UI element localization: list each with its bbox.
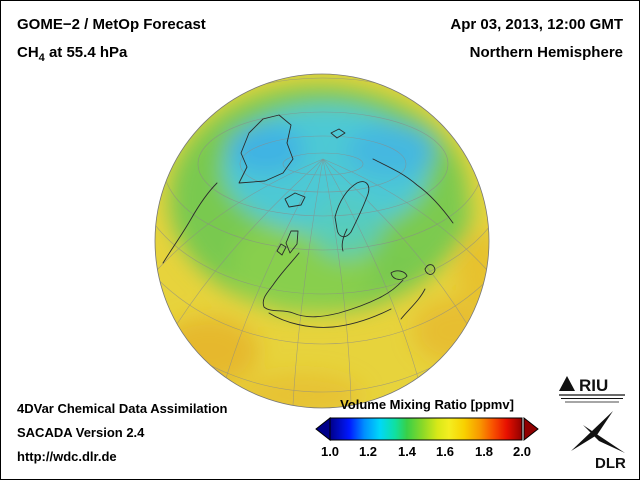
colorbar: Volume Mixing Ratio [ppmv] — [315, 397, 539, 460]
dlr-logo-text: DLR — [595, 455, 626, 471]
dlr-logo-icon: DLR — [571, 411, 626, 472]
species-subscript: 4 — [38, 52, 45, 64]
footer-credits: 4DVar Chemical Data Assimilation SACADA … — [17, 397, 228, 469]
coastlines — [162, 114, 454, 328]
title-line1: GOME−2 / MetOp Forecast — [17, 16, 206, 33]
riu-logo-icon: RIU — [559, 376, 625, 403]
level-text: at 55.4 hPa — [44, 44, 128, 61]
title-line2: CH4 at 55.4 hPa — [17, 39, 206, 72]
colorbar-tick: 1.0 — [320, 444, 340, 459]
colorbar-ticks: 1.0 1.2 1.4 1.6 1.8 2.0 — [315, 444, 539, 460]
riu-logo: RIU — [557, 371, 629, 410]
credit-line3: http://wdc.dlr.de — [17, 449, 117, 464]
colorbar-tick: 1.4 — [397, 444, 417, 459]
colorbar-title: Volume Mixing Ratio [ppmv] — [340, 397, 514, 412]
colorbar-tick: 2.0 — [512, 444, 532, 459]
datetime-text: Apr 03, 2013, 12:00 GMT — [450, 16, 623, 33]
riu-logo-text: RIU — [579, 376, 608, 395]
colorbar-right-arrow — [523, 416, 539, 442]
plot-datetime-block: Apr 03, 2013, 12:00 GMT Northern Hemisph… — [450, 11, 623, 67]
dlr-logo: DLR — [567, 405, 631, 476]
colorbar-tick: 1.6 — [435, 444, 455, 459]
colorbar-body — [329, 417, 523, 441]
colorbar-tick: 1.2 — [358, 444, 378, 459]
credit-line1: 4DVar Chemical Data Assimilation — [17, 401, 228, 416]
credit-line2: SACADA Version 2.4 — [17, 425, 145, 440]
region-text: Northern Hemisphere — [469, 44, 623, 61]
colorbar-tick: 1.8 — [474, 444, 494, 459]
colorbar-left-arrow — [315, 416, 331, 442]
globe-rim — [154, 73, 490, 409]
plot-title-block: GOME−2 / MetOp Forecast CH4 at 55.4 hPa — [17, 11, 206, 72]
colorbar-gradient — [315, 416, 539, 442]
species-text: CH — [17, 44, 39, 61]
